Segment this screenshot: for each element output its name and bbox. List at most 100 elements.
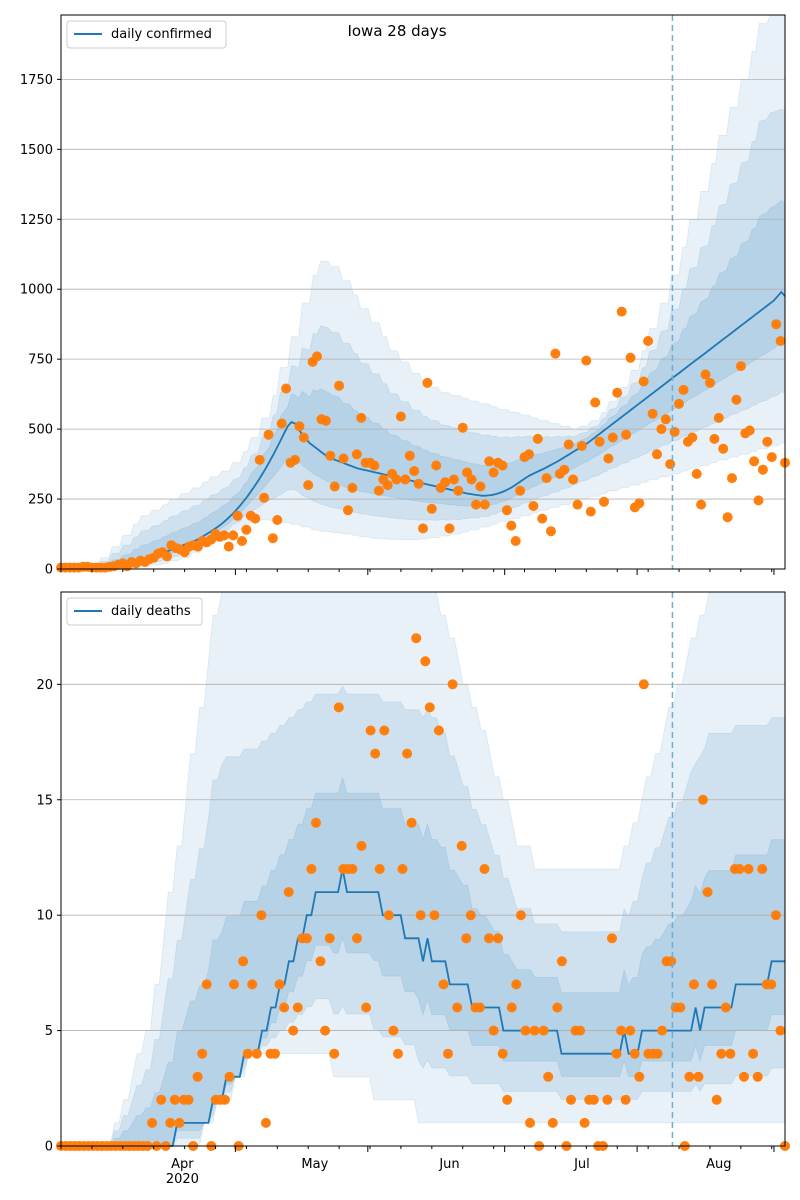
data-point: [479, 499, 490, 510]
data-point: [744, 425, 755, 436]
data-point: [237, 536, 247, 546]
data-point: [197, 1048, 208, 1059]
data-point: [312, 351, 322, 362]
data-point: [757, 464, 768, 475]
data-point: [475, 481, 486, 492]
data-point: [488, 1025, 499, 1036]
data-point: [201, 979, 212, 990]
data-point: [665, 459, 676, 470]
data-point: [634, 498, 645, 509]
data-point: [256, 910, 267, 921]
data-point: [374, 864, 385, 874]
data-point: [379, 725, 390, 736]
data-point: [298, 432, 309, 443]
data-point: [347, 864, 358, 874]
data-point: [429, 910, 440, 921]
data-point: [306, 864, 317, 874]
data-point: [572, 499, 583, 510]
data-point: [590, 397, 601, 408]
data-point: [568, 474, 579, 485]
data-point: [652, 449, 662, 460]
data-point: [594, 436, 605, 447]
data-point: [263, 429, 274, 440]
data-point: [465, 910, 476, 921]
data-point: [250, 513, 261, 524]
data-point: [537, 513, 548, 524]
data-point: [556, 956, 567, 967]
data-point: [479, 864, 490, 874]
data-point: [705, 377, 715, 388]
data-point: [471, 499, 481, 510]
data-point: [391, 474, 402, 485]
data-point: [762, 436, 773, 447]
data-point: [766, 452, 777, 463]
data-point: [228, 530, 239, 541]
data-point: [370, 748, 381, 759]
data-point: [351, 449, 362, 460]
data-point: [424, 702, 435, 713]
data-point: [525, 1117, 535, 1128]
y-tick-label: 1500: [20, 143, 53, 158]
data-point: [406, 817, 417, 828]
data-point: [447, 679, 458, 690]
data-point: [238, 956, 249, 967]
data-point: [625, 352, 636, 363]
data-point: [497, 1048, 508, 1059]
data-point: [402, 748, 413, 759]
data-point: [506, 520, 517, 531]
data-point: [566, 1094, 576, 1105]
data-point: [444, 523, 455, 534]
data-point: [388, 1025, 399, 1036]
data-point: [652, 1048, 663, 1059]
y-tick-label: 1750: [20, 73, 53, 88]
data-point: [538, 1025, 549, 1036]
data-point: [529, 1025, 540, 1036]
x-tick-label: May: [301, 1157, 328, 1172]
y-tick-label: 20: [36, 678, 53, 693]
data-point: [431, 460, 442, 471]
data-point: [634, 1071, 645, 1082]
data-point: [229, 979, 239, 990]
data-point: [365, 725, 376, 736]
data-point: [506, 1002, 517, 1013]
data-point: [325, 450, 336, 461]
data-point: [420, 656, 431, 667]
legend-label: daily deaths: [111, 604, 191, 619]
data-point: [675, 1002, 686, 1013]
data-point: [452, 1002, 463, 1013]
legend-label: daily confirmed: [111, 27, 212, 42]
data-point: [484, 456, 495, 467]
data-point: [456, 840, 467, 851]
data-point: [488, 467, 499, 478]
legend: daily deaths: [66, 597, 203, 626]
data-point: [771, 319, 782, 330]
data-point: [290, 454, 300, 465]
data-point: [254, 454, 265, 465]
y-tick-label: 1250: [20, 213, 53, 228]
data-point: [426, 503, 437, 514]
data-point: [687, 432, 698, 443]
data-point: [267, 533, 278, 544]
data-point: [611, 1048, 622, 1059]
data-point: [515, 485, 526, 496]
data-point: [625, 1025, 636, 1036]
data-point: [718, 443, 729, 454]
confidence-bands: [61, 591, 786, 1147]
data-point: [520, 1025, 531, 1036]
data-point: [219, 530, 230, 541]
data-point: [775, 336, 786, 346]
data-point: [603, 453, 614, 464]
data-point: [461, 933, 472, 944]
data-point: [502, 1094, 513, 1105]
data-point: [281, 383, 292, 394]
data-point: [725, 1048, 736, 1059]
data-point: [698, 794, 708, 805]
data-point: [397, 864, 408, 874]
data-point: [532, 433, 543, 444]
data-point: [563, 439, 574, 450]
data-point: [259, 492, 270, 503]
y-tick-label: 0: [45, 563, 53, 578]
data-point: [700, 369, 711, 380]
data-point: [484, 933, 494, 944]
data-point: [696, 499, 707, 510]
